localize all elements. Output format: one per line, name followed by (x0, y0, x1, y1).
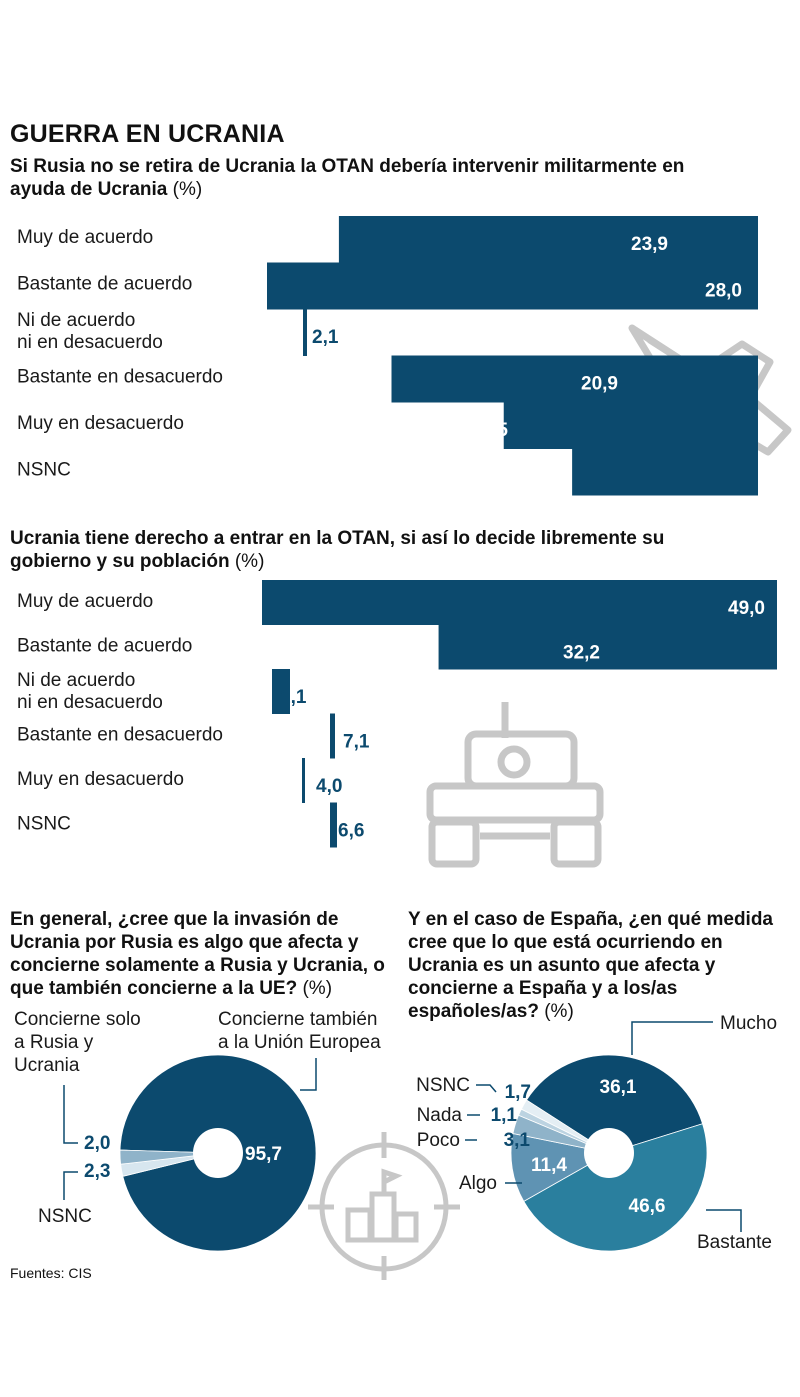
chart3-value-label-2: 2,3 (84, 1161, 110, 1182)
page-title: GUERRA EN UCRANIA (10, 120, 285, 148)
chart1-category-1: Bastante de acuerdo (17, 274, 192, 295)
chart2-bars: Muy de acuerdo 49,0 Bastante de acuerdo 32,… (17, 580, 777, 848)
chart2-bar-1 (438, 624, 777, 670)
chart4-leader-0 (631, 1021, 713, 1055)
chart2-category-1: Bastante de acuerdo (17, 636, 192, 657)
chart4-title: Y en el caso de España, ¿en qué medida c… (408, 908, 793, 1023)
chart2-value-label-2: 1,1 (280, 687, 307, 708)
chart1-category-0: Muy de acuerdo (17, 227, 153, 248)
chart1-bar-1 (267, 262, 758, 310)
chart1-value-label-3: 20,9 (581, 374, 618, 395)
chart1-category-4: Muy en desacuerdo (17, 413, 184, 434)
chart4-slice-0 (525, 1054, 704, 1154)
chart2-bar-3 (330, 713, 335, 759)
chart1-value-label-0: 23,9 (631, 234, 668, 255)
chart2-category-2: Ni de acuerdo ni en desacuerdo (17, 670, 163, 713)
chart2-bar-2 (272, 669, 290, 714)
chart3-value-label-0: 95,7 (245, 1144, 282, 1165)
chart4-unit: (%) (544, 1001, 574, 1022)
chart4-slice-label-5: NSNC (416, 1075, 470, 1096)
chart4-slice-label-3: Poco (417, 1130, 460, 1151)
chart4-value-label-4: 1,1 (491, 1105, 518, 1126)
chart1-unit: (%) (172, 179, 203, 200)
chart4-slice-5 (520, 1099, 610, 1154)
chart1-bar-2 (303, 309, 307, 356)
chart4-slice-label-1: Bastante (697, 1232, 772, 1253)
chart3-slice-label-2: NSNC (38, 1206, 92, 1227)
chart4-value-label-5: 1,7 (505, 1082, 531, 1103)
chart1-question: Si Rusia no se retira de Ucrania la OTAN… (10, 156, 685, 200)
chart4-leader-1 (706, 1209, 742, 1232)
chart4-value-label-1: 46,6 (629, 1196, 666, 1217)
chart1-bar-0 (338, 216, 758, 263)
chart2-category-4: Muy en desacuerdo (17, 769, 184, 790)
chart2-value-label-1: 32,2 (563, 643, 600, 664)
chart4-value-label-0: 36,1 (600, 1077, 637, 1098)
chart3-title: En general, ¿cree que la invasión de Ucr… (10, 908, 395, 1000)
chart2-category-0: Muy de acuerdo (17, 591, 153, 612)
chart3-slice-label-0: Concierne también a la Unión Europea (218, 1009, 381, 1053)
target-crosshair-icon (308, 1132, 460, 1280)
chart4-slice-label-0: Mucho (720, 1013, 777, 1034)
chart3-leader-2 (63, 1171, 78, 1200)
chart3-donut: 95,7 2,0 2,3 Concierne también a la Unión Eu… (14, 1009, 381, 1252)
chart3-value-label-1: 2,0 (84, 1133, 110, 1154)
chart3-leader-0 (300, 1058, 317, 1091)
chart1-title: Si Rusia no se retira de Ucrania la OTAN… (10, 155, 730, 201)
chart4-slice-label-4: Nada (417, 1105, 463, 1126)
chart2-bar-0 (262, 580, 777, 625)
chart2-category-3: Bastante en desacuerdo (17, 725, 223, 746)
chart1-value-label-5: 10,6 (401, 467, 438, 488)
chart2-title: Ucrania tiene derecho a entrar en la OTA… (10, 527, 690, 573)
chart1-category-2: Ni de acuerdo ni en desacuerdo (17, 310, 163, 353)
chart3-hole (193, 1128, 243, 1178)
tank-icon (426, 702, 604, 868)
chart3-question: En general, ¿cree que la invasión de Ucr… (10, 909, 385, 999)
source-note: Fuentes: CIS (10, 1265, 92, 1281)
chart1-bars: Muy de acuerdo 23,9 Bastante de acuerdo 28,… (17, 216, 758, 496)
chart4-value-label-2: 11,4 (531, 1155, 567, 1176)
chart3-unit: (%) (302, 978, 333, 999)
chart1-value-label-2: 2,1 (312, 327, 339, 348)
chart1-bar-3 (391, 355, 758, 403)
chart1-bar-4 (503, 402, 758, 449)
chart2-value-label-0: 49,0 (728, 598, 765, 619)
chart2-category-5: NSNC (17, 814, 71, 835)
chart2-value-label-5: 6,6 (338, 821, 364, 842)
chart1-category-5: NSNC (17, 460, 71, 481)
chart4-hole (584, 1128, 634, 1178)
chart2-value-label-4: 4,0 (316, 776, 342, 797)
chart2-bar-4 (302, 758, 305, 803)
chart3-leader-1 (63, 1085, 78, 1144)
chart2-bar-5 (330, 802, 337, 848)
chart4-question: Y en el caso de España, ¿en qué medida c… (408, 909, 773, 1022)
chart2-unit: (%) (234, 551, 265, 572)
chart4-leader-5 (476, 1084, 497, 1093)
chart3-slice-label-1: Concierne solo a Rusia y Ucrania (14, 1009, 141, 1076)
chart1-value-label-4: 14,5 (471, 420, 508, 441)
chart1-category-3: Bastante en desacuerdo (17, 367, 223, 388)
chart1-bar-5 (572, 448, 758, 496)
chart4-value-label-3: 3,1 (504, 1130, 531, 1151)
chart2-question: Ucrania tiene derecho a entrar en la OTA… (10, 528, 665, 572)
chart1-value-label-1: 28,0 (705, 281, 742, 302)
chart4-slice-label-2: Algo (459, 1173, 497, 1194)
chart2-value-label-3: 7,1 (343, 732, 370, 753)
chart4-donut: 36,1 46,6 11,43,1 1,11,7 Mucho Bastante Algo Po… (416, 1013, 777, 1253)
chart4-slice-1 (523, 1123, 708, 1252)
